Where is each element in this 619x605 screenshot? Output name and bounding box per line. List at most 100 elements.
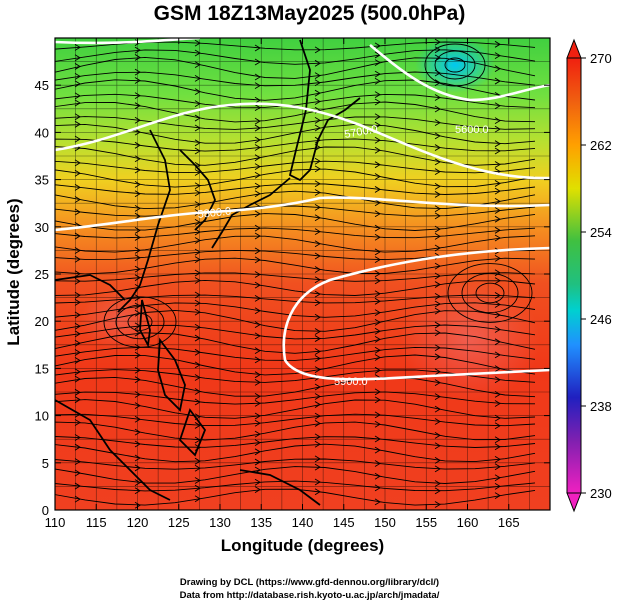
streamline-arrow (74, 135, 81, 143)
streamline (54, 101, 536, 123)
streamline (54, 71, 536, 87)
streamline-arrow (494, 77, 501, 85)
streamline-arrow (74, 43, 81, 51)
y-axis-label: Latitude (degrees) (4, 198, 23, 346)
streamline-arrow (134, 402, 141, 410)
streamline-arrow (134, 254, 141, 262)
x-tick-label: 130 (209, 515, 231, 530)
streamline-arrow (314, 463, 321, 471)
streamline-arrow (74, 196, 81, 203)
streamline-arrow (434, 344, 441, 352)
streamline-arrow (314, 240, 321, 248)
streamline (54, 302, 536, 318)
streamline-arrow (254, 58, 261, 66)
streamline (54, 227, 536, 239)
streamline-arrow (254, 82, 261, 90)
streamline-arrow (134, 141, 141, 149)
streamline (54, 213, 536, 231)
streamline-arrow (254, 412, 261, 420)
streamline-arrow (74, 208, 81, 216)
streamline-arrow (194, 237, 201, 244)
streamline-arrow (434, 418, 441, 425)
streamline-arrow (74, 99, 81, 107)
colorbar-tick-label: 238 (590, 399, 612, 414)
streamline-arrow (434, 94, 441, 101)
streamline-arrow (74, 183, 81, 191)
streamline-arrow (254, 256, 261, 264)
streamline-arrow (194, 398, 201, 406)
streamline-arrow (374, 224, 381, 232)
streamline-arrow (434, 281, 441, 288)
streamline-arrow (494, 125, 501, 133)
streamlines (54, 38, 536, 509)
streamline-arrow (74, 255, 81, 263)
streamline (54, 466, 536, 484)
streamline-arrow (74, 368, 81, 376)
streamline-arrow (74, 482, 81, 490)
streamline-arrow (374, 460, 381, 467)
streamline-arrow (194, 334, 201, 342)
streamline-arrow (194, 88, 201, 96)
streamline (54, 49, 536, 65)
streamline-arrow (434, 393, 441, 401)
x-tick-label: 160 (457, 515, 479, 530)
streamline (54, 190, 536, 210)
streamline-arrow (494, 117, 501, 124)
streamline-arrow (254, 281, 261, 289)
streamline (54, 41, 536, 51)
streamline-arrow (134, 329, 141, 337)
streamline-arrow (494, 400, 501, 407)
streamline-arrow (434, 487, 441, 495)
x-axis-label: Longitude (degrees) (220, 536, 385, 555)
streamline (54, 480, 536, 492)
streamline-arrow (194, 484, 201, 492)
streamline-arrow (74, 469, 81, 477)
y-tick-label: 40 (35, 125, 49, 140)
colorbar-tick-label: 254 (590, 225, 612, 240)
streamline (54, 116, 536, 130)
streamline-arrow (134, 92, 141, 100)
y-tick-label: 25 (35, 267, 49, 282)
vortex-circulation (475, 282, 505, 304)
contour-label: 5800.0 (197, 206, 232, 221)
streamline-arrow (494, 234, 501, 242)
vortex-circulation (444, 57, 466, 73)
streamline-arrow (314, 124, 321, 132)
streamline-arrow (74, 495, 81, 503)
streamline-arrow (134, 501, 141, 509)
streamline-arrow (434, 144, 441, 151)
streamline-arrow (74, 247, 81, 254)
vortex-circulation (424, 43, 486, 87)
streamline-arrow (494, 456, 501, 463)
x-tick-label: 135 (250, 515, 272, 530)
streamline-arrow (254, 448, 261, 456)
streamline-arrow (374, 396, 381, 404)
streamline-arrow (434, 232, 441, 240)
streamline-arrow (254, 356, 261, 364)
vortex-circulation (447, 263, 533, 323)
streamline-arrow (314, 117, 321, 124)
streamline-arrow (254, 419, 261, 427)
y-tick-label: 45 (35, 78, 49, 93)
streamline-arrow (134, 226, 141, 234)
streamline-arrow (314, 98, 321, 105)
streamline-arrow (254, 144, 261, 151)
colorbar: 270 262 254 246 238 230 (566, 38, 612, 513)
streamline-arrow (254, 371, 261, 379)
streamline (54, 376, 536, 398)
streamline-arrow (314, 228, 321, 236)
streamline-arrow (434, 46, 441, 54)
colorbar-tick-label: 262 (590, 138, 612, 153)
streamline-arrow (254, 104, 261, 111)
streamline-arrow (254, 190, 261, 198)
streamline-arrow (374, 388, 381, 396)
streamline-arrow (134, 294, 141, 302)
streamline-arrow (194, 308, 201, 316)
streamline (54, 146, 536, 166)
streamline-arrow (374, 318, 381, 326)
streamline-arrow (494, 338, 501, 346)
streamline-arrow (254, 73, 261, 81)
streamline-arrow (194, 495, 201, 503)
colorbar-bar (566, 57, 582, 494)
streamline-arrow (314, 72, 321, 80)
